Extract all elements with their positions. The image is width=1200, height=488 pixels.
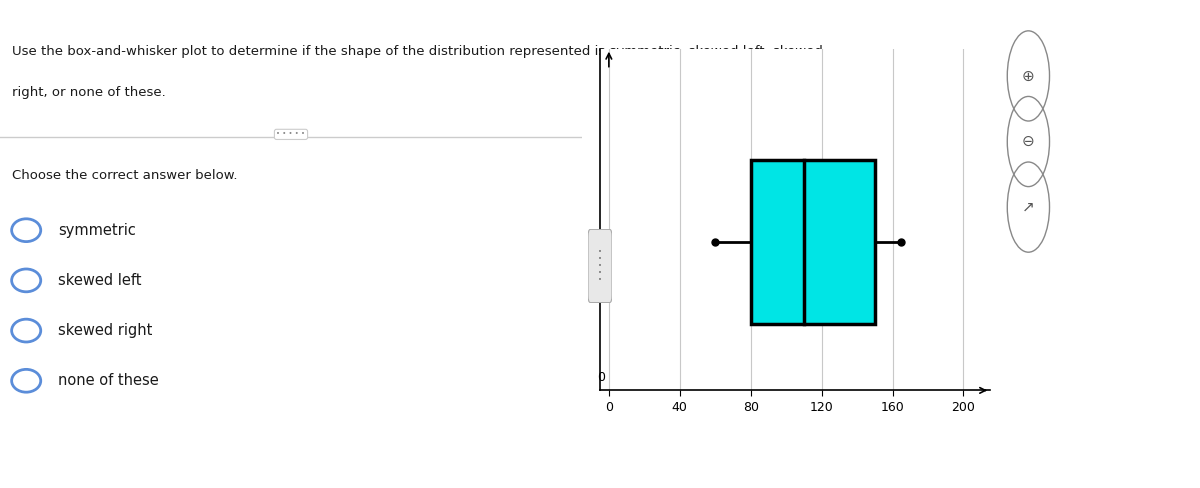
Text: Choose the correct answer below.: Choose the correct answer below. <box>12 168 238 182</box>
Text: • • • • •: • • • • • <box>276 131 306 138</box>
Text: 0: 0 <box>598 371 605 385</box>
Text: ↗: ↗ <box>1022 200 1034 215</box>
Text: symmetric: symmetric <box>59 223 136 238</box>
Text: right, or none of these.: right, or none of these. <box>12 86 166 100</box>
Bar <box>751 160 875 324</box>
Text: ⊕: ⊕ <box>1022 68 1034 83</box>
Text: Use the box-and-whisker plot to determine if the shape of the distribution repre: Use the box-and-whisker plot to determin… <box>12 45 822 59</box>
Text: ⊖: ⊖ <box>1022 134 1034 149</box>
Text: none of these: none of these <box>59 373 158 388</box>
Text: skewed right: skewed right <box>59 323 152 338</box>
Text: skewed left: skewed left <box>59 273 142 288</box>
Text: •
•
•
•
•: • • • • • <box>598 249 602 283</box>
FancyBboxPatch shape <box>588 229 612 303</box>
